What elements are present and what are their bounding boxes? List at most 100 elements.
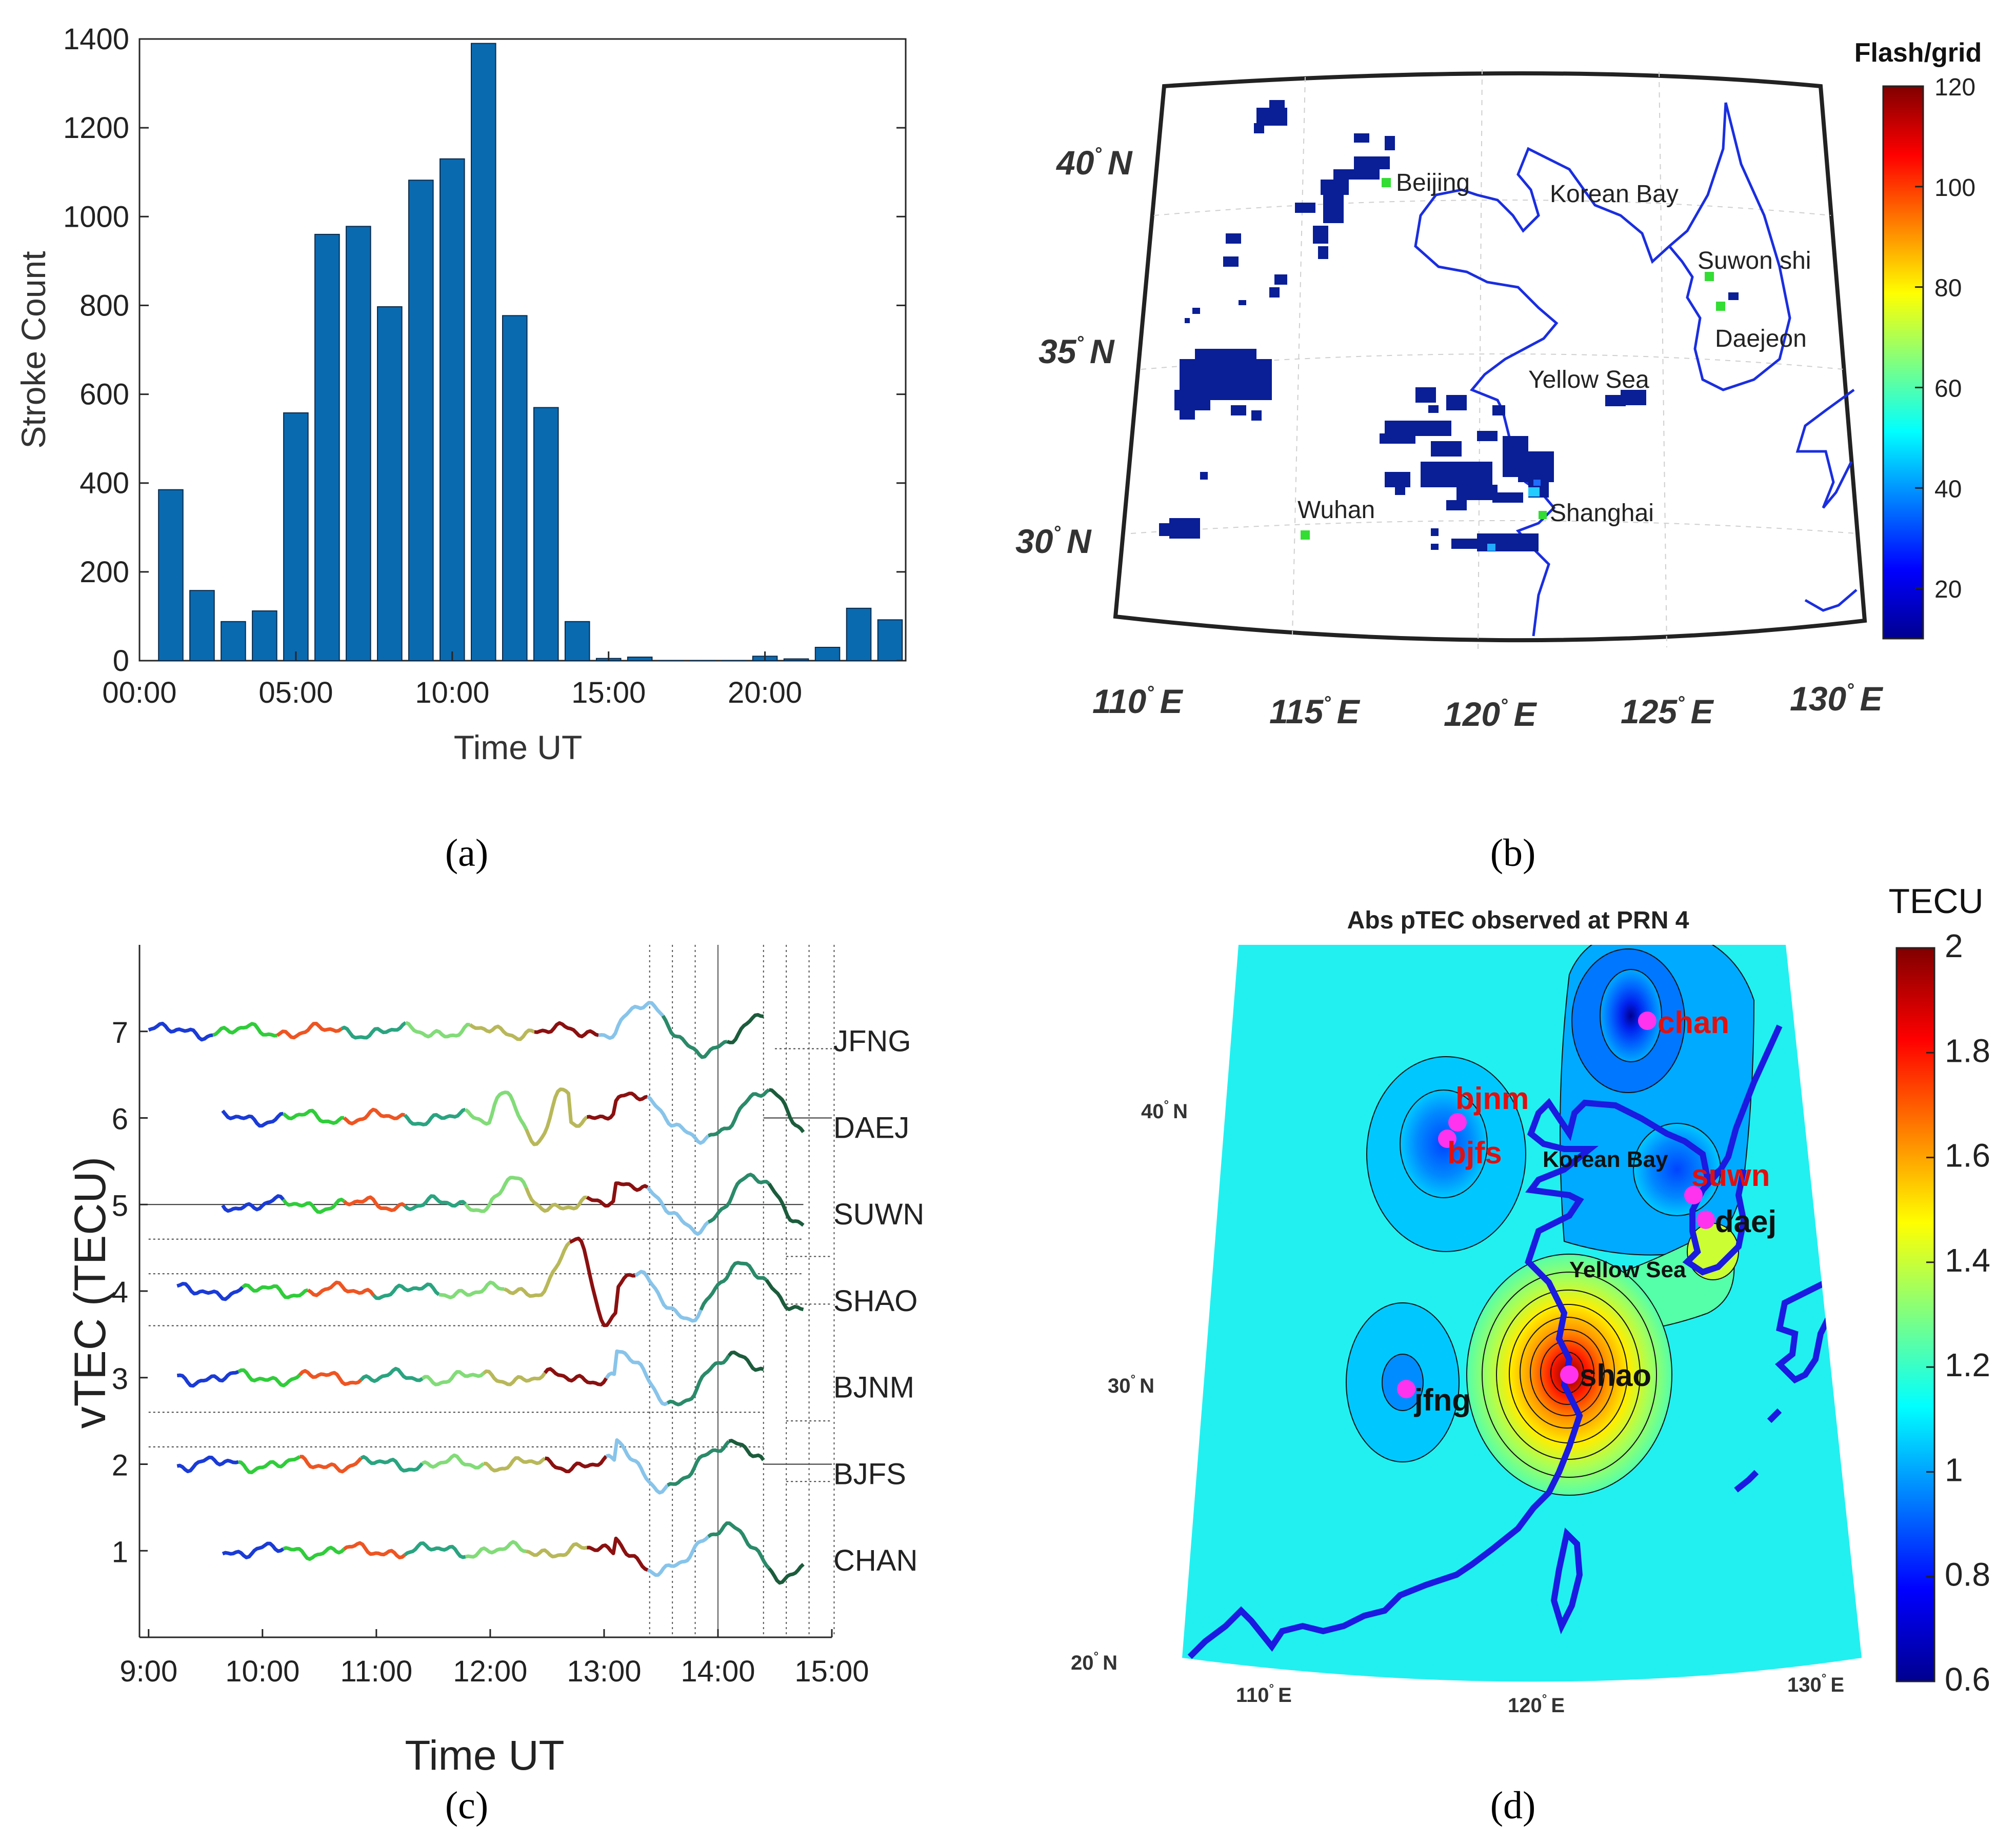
bar-23 xyxy=(846,607,872,661)
colorbar-title-b: Flash/grid xyxy=(1854,38,1982,68)
series-segment xyxy=(707,1088,770,1138)
vertical-markers-c xyxy=(649,945,835,1637)
series-segment xyxy=(699,1261,768,1311)
x-axis-label-a: Time UT xyxy=(454,728,583,766)
y-tick-label-c: 5 xyxy=(112,1189,128,1222)
series-segment xyxy=(464,1176,528,1213)
series-segment xyxy=(222,1541,285,1559)
colorbar-tick-label: 80 xyxy=(1934,275,1962,302)
lon-label-130-d: 130 xyxy=(1787,1674,1822,1696)
low-tec-chan-core xyxy=(1600,969,1662,1062)
map-gridlines-b xyxy=(1130,69,1857,652)
lat-label-35-b: 35 xyxy=(1039,332,1077,370)
y-tick-label-a: 600 xyxy=(79,378,129,411)
series-segment xyxy=(598,1001,665,1040)
lat-label-40-d: 40 xyxy=(1141,1100,1164,1123)
lightning-hotspots xyxy=(1487,480,1541,551)
series-chan xyxy=(222,1521,805,1585)
place-yellow-sea-d: Yellow Sea xyxy=(1569,1257,1686,1282)
x-tick-label-a: 00:00 xyxy=(102,676,176,709)
svg-text:40°N: 40° N xyxy=(1141,1098,1188,1123)
series-segment xyxy=(661,1015,728,1059)
lon-label-125-b: 125 xyxy=(1621,692,1678,730)
colorbar-tick-label: 20 xyxy=(1934,576,1962,603)
city-marker-shanghai xyxy=(1539,511,1547,519)
svg-text:130°E: 130° E xyxy=(1787,1672,1844,1696)
lon-label-110-b: 110 xyxy=(1092,682,1147,720)
series-label-daej: DAEJ xyxy=(833,1111,909,1144)
series-segment xyxy=(605,1349,669,1406)
series-label-bjfs: BJFS xyxy=(833,1457,906,1491)
colorbar-tick-label: 1 xyxy=(1945,1451,1963,1488)
series-segment xyxy=(176,1282,244,1301)
station-jfng-marker xyxy=(1397,1380,1415,1398)
series-segment xyxy=(569,1236,636,1327)
series-segment xyxy=(148,1022,213,1042)
bar-8 xyxy=(377,306,403,661)
station-shao-marker xyxy=(1560,1365,1579,1384)
place-korean-bay: Korean Bay xyxy=(1550,181,1679,208)
series-segment xyxy=(238,1455,301,1474)
lon-label-120-b: 120 xyxy=(1444,695,1500,733)
series-segment xyxy=(405,1021,470,1039)
y-tick-label-a: 0 xyxy=(113,644,129,678)
bar-21 xyxy=(783,658,809,661)
series-segment xyxy=(634,1270,703,1323)
city-markers xyxy=(1301,178,1725,540)
series-jfng xyxy=(148,1001,764,1059)
series-segment xyxy=(176,1370,239,1388)
lon-label-110-d: 110 xyxy=(1236,1684,1269,1707)
reference-lines-c xyxy=(139,1048,832,1482)
bar-16 xyxy=(627,657,653,662)
series-segment xyxy=(482,1369,547,1386)
colorbar-d xyxy=(1895,947,1935,1682)
x-tick-label-c: 12:00 xyxy=(453,1655,527,1688)
lat-label-30-d: 30 xyxy=(1108,1375,1131,1397)
series-daej xyxy=(221,1087,805,1146)
bar-3 xyxy=(221,621,246,661)
bar-1 xyxy=(158,489,184,661)
colorbar-title-d: TECU xyxy=(1888,882,1983,921)
colorbar-tick-label: 1.2 xyxy=(1945,1346,1990,1383)
y-tick-label-c: 2 xyxy=(112,1449,128,1482)
svg-text:120°E: 120° E xyxy=(1444,695,1538,733)
colorbar-tick-label: 0.6 xyxy=(1945,1661,1990,1698)
x-tick-label-a: 20:00 xyxy=(728,676,802,709)
station-daej-marker xyxy=(1696,1211,1715,1229)
series-label-jfng: JFNG xyxy=(833,1025,911,1058)
station-label-shao: shao xyxy=(1580,1358,1651,1393)
y-tick-label-a: 800 xyxy=(79,289,129,322)
x-tick-label-a: 05:00 xyxy=(258,676,333,709)
colorbar-tick-label: 2 xyxy=(1945,927,1963,964)
series-segment xyxy=(727,1351,764,1372)
series-label-shao: SHAO xyxy=(833,1284,917,1318)
series-segment xyxy=(421,1370,485,1386)
colorbar-tick-label: 1.6 xyxy=(1945,1137,1990,1174)
colorbar-tick-label: 40 xyxy=(1934,475,1962,503)
y-tick-label-a: 1400 xyxy=(63,23,129,56)
y-axis-label-c: vTEC (TECU) xyxy=(66,1157,115,1429)
bar-4 xyxy=(252,610,277,662)
series-segment xyxy=(422,1453,485,1470)
station-markers xyxy=(1397,1012,1715,1398)
caption-a: (a) xyxy=(445,831,488,875)
x-tick-label-c: 10:00 xyxy=(225,1655,300,1688)
bar-13 xyxy=(533,407,559,661)
lon-labels-b: 110° E 115° E 120° E 125° E 130° E xyxy=(1092,679,1884,733)
series-segment xyxy=(307,1280,375,1297)
series-segment xyxy=(534,1021,600,1039)
y-tick-label-c: 3 xyxy=(112,1362,128,1396)
series-segment xyxy=(282,1108,344,1125)
station-label-jfng: jfng xyxy=(1414,1383,1471,1417)
svg-text:120°E: 120° E xyxy=(1508,1692,1565,1717)
title-d: Abs pTEC observed at PRN 4 xyxy=(1347,907,1689,934)
station-chan-marker xyxy=(1638,1012,1656,1030)
series-segment xyxy=(282,1198,345,1214)
bar-6 xyxy=(314,233,340,661)
series-segment xyxy=(765,1279,804,1312)
caption-b: (b) xyxy=(1490,831,1536,875)
series-segment xyxy=(298,1369,363,1386)
station-labels: chan bjnm bjfs suwn daej shao jfng xyxy=(1414,1005,1777,1417)
y-tick-label-c: 4 xyxy=(112,1276,128,1309)
korea-coastline-b xyxy=(1668,102,1791,391)
